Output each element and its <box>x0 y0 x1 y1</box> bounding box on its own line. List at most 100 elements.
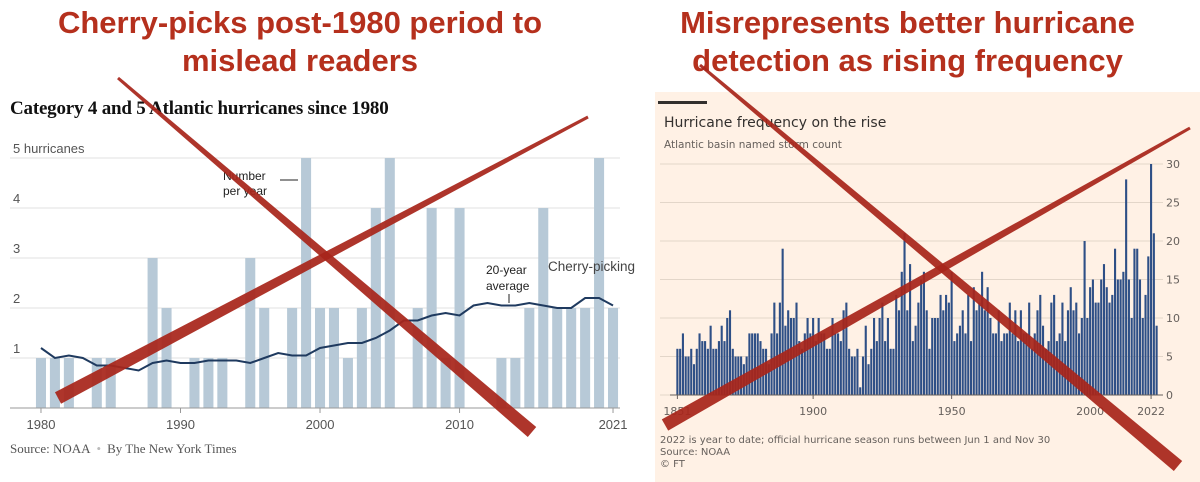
ft-bar <box>726 318 729 395</box>
ft-bar <box>1028 302 1031 395</box>
ft-bar <box>900 271 903 395</box>
ft-bar <box>983 310 986 395</box>
ft-bar <box>1077 333 1081 395</box>
ft-chart-note: 2022 is year to date; official hurricane… <box>660 435 1050 471</box>
ft-bar <box>884 341 887 395</box>
ft-bar <box>723 341 726 395</box>
ft-bar <box>1089 287 1092 395</box>
nyt-bars <box>35 158 619 408</box>
ft-bar <box>1033 333 1036 395</box>
ft-bar <box>820 333 823 395</box>
ft-bar <box>967 294 970 395</box>
nyt-bar <box>287 308 298 408</box>
ft-bar <box>1111 294 1114 395</box>
ft-bar <box>690 348 693 395</box>
ft-bar <box>978 302 981 395</box>
ft-bar <box>728 310 732 395</box>
ft-bar <box>695 348 698 395</box>
ft-bar <box>803 333 806 395</box>
nyt-y-top-label: 5 hurricanes <box>13 141 85 156</box>
ft-bar <box>825 348 829 395</box>
nyt-y-tick-label: 4 <box>13 191 20 206</box>
ft-bar <box>1152 233 1155 395</box>
ft-bar <box>756 333 759 395</box>
ft-bar <box>1041 325 1045 395</box>
ft-bar <box>717 341 720 395</box>
ft-bar <box>1050 302 1053 395</box>
ft-bar <box>679 348 682 395</box>
nyt-bar <box>245 258 256 408</box>
ft-bar <box>1100 279 1103 395</box>
ft-chart-panel <box>655 92 1200 482</box>
nyt-bar <box>328 308 339 408</box>
ft-bar <box>1053 294 1056 395</box>
ft-bar <box>997 310 1000 395</box>
ft-bar <box>1116 279 1119 395</box>
cherry-picking-label: Cherry-picking <box>548 259 635 274</box>
ft-bar <box>942 310 945 395</box>
nyt-bar <box>370 208 381 408</box>
ft-bar <box>928 348 931 395</box>
ft-bar <box>778 302 781 395</box>
ft-bar <box>1030 348 1034 395</box>
ft-bar <box>817 318 820 395</box>
ft-bar <box>1072 310 1075 395</box>
ft-note-text: 2022 is year to date; official hurricane… <box>660 435 1051 446</box>
ft-y-tick-label: 5 <box>1166 351 1173 364</box>
nyt-bar <box>63 358 74 408</box>
ft-bar <box>1075 302 1078 395</box>
ft-y-tick-label: 30 <box>1166 158 1180 171</box>
nyt-bar <box>105 358 116 408</box>
ft-x-tick-label: 2022 <box>1137 405 1165 418</box>
ft-bar <box>704 341 707 395</box>
ft-bar <box>1047 341 1050 395</box>
nyt-bar <box>566 308 577 408</box>
ft-bar <box>1011 333 1014 395</box>
ft-bar <box>1138 279 1142 395</box>
ft-bar <box>1086 318 1089 395</box>
ft-bar <box>892 348 895 395</box>
ft-bar <box>875 341 878 395</box>
nyt-chart-title: Category 4 and 5 Atlantic hurricanes sin… <box>10 98 389 119</box>
ft-bar <box>889 348 892 395</box>
nyt-bar <box>147 258 158 408</box>
ft-bar <box>1114 248 1117 395</box>
ft-bar <box>925 310 928 395</box>
ft-bar <box>975 310 978 395</box>
ft-bar <box>864 325 867 395</box>
ft-bar <box>1005 333 1009 395</box>
nyt-bar <box>356 308 367 408</box>
ft-bar <box>853 356 856 395</box>
nyt-bar <box>189 358 200 408</box>
ft-bar <box>933 318 937 395</box>
ft-bar <box>734 356 737 395</box>
ft-bar <box>1127 279 1130 395</box>
nyt-bar <box>301 158 312 408</box>
nyt-bar <box>510 358 521 408</box>
ft-bar <box>1066 310 1070 395</box>
nyt-bar <box>217 358 228 408</box>
ft-bar <box>958 325 961 395</box>
ft-bar <box>712 348 715 395</box>
nyt-bar <box>426 208 437 408</box>
cross-stroke-left-b <box>54 115 589 404</box>
ft-bar <box>1014 310 1017 395</box>
ft-bar <box>1155 325 1158 395</box>
ft-bar <box>903 233 906 395</box>
nyt-bar <box>342 358 353 408</box>
ft-bar <box>1080 318 1083 395</box>
nyt-bar <box>608 308 619 408</box>
ft-bar <box>709 325 712 395</box>
ft-bar <box>972 287 975 395</box>
ft-bar <box>1125 179 1128 395</box>
ft-bar <box>1061 302 1064 395</box>
ft-bar <box>706 348 709 395</box>
ft-bar <box>1150 164 1153 395</box>
ft-bar <box>961 310 964 395</box>
ft-bar <box>753 333 757 395</box>
ft-x-tick-label: 2000 <box>1076 405 1104 418</box>
nyt-bar <box>552 308 563 408</box>
ft-bar <box>737 356 740 395</box>
ft-bar <box>873 318 876 395</box>
ft-source: Source: NOAA <box>660 447 731 458</box>
